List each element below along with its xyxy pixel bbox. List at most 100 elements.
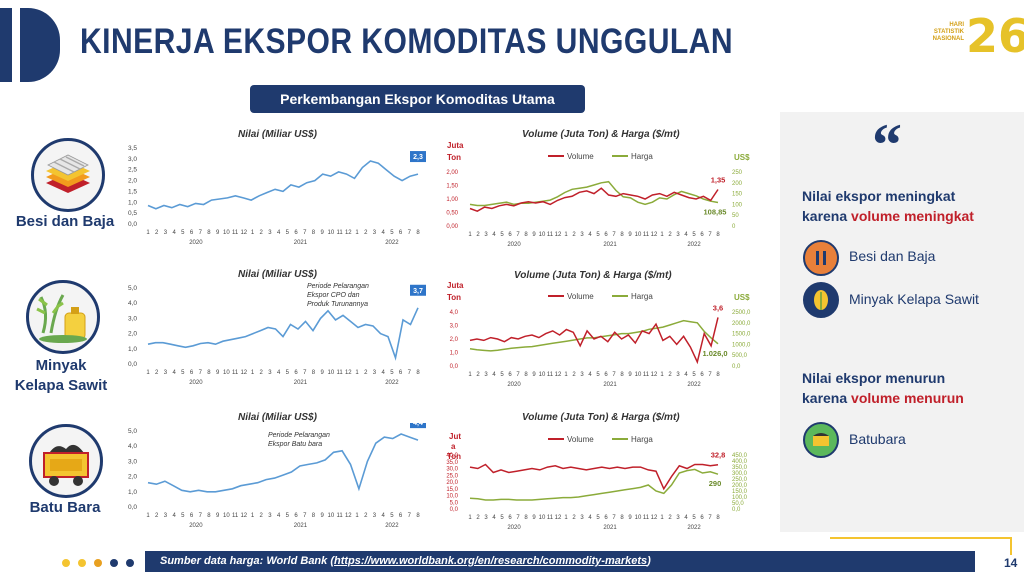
coal-vol-month-tick: 8 xyxy=(620,515,624,521)
coal-vol-month-tick: 1 xyxy=(564,515,568,521)
steel-vol-month-tick: 6 xyxy=(700,232,704,238)
footer-dot-5 xyxy=(126,559,134,567)
coal-value-month-tick: 4 xyxy=(172,513,176,519)
coal-value-month-tick: 8 xyxy=(207,513,211,519)
coal-value-month-tick: 9 xyxy=(321,513,325,519)
coal-vol-month-tick: 9 xyxy=(628,515,632,521)
steel-value-month-tick: 11 xyxy=(336,230,343,236)
steel-value-month-tick: 2 xyxy=(155,230,159,236)
steel-value-month-tick: 8 xyxy=(416,230,420,236)
palm-value-month-tick: 7 xyxy=(408,370,412,376)
palm-value-month-tick: 3 xyxy=(164,370,168,376)
palm-value-month-tick: 11 xyxy=(232,370,239,376)
coal-vol-harga-line xyxy=(469,468,719,501)
steel-vol-ytick-left: 1,50 xyxy=(446,184,458,190)
coal-value-ytick: 0,0 xyxy=(128,504,137,511)
coal-vol-month-tick: 12 xyxy=(555,515,562,521)
palm-vol-month-tick: 12 xyxy=(555,372,562,378)
palm-vol-month-tick: 4 xyxy=(588,372,592,378)
coal-vol-year-label: 2021 xyxy=(603,525,617,531)
palm-value-month-tick: 3 xyxy=(268,370,272,376)
palm-volume-price-chart: Juta Ton US$ Volume Harga 0,0 1,0 2,0 3,0 4,0 0,0 5… xyxy=(440,280,760,395)
palm-vol-month-tick: 6 xyxy=(508,372,512,378)
coal-value-month-tick: 6 xyxy=(399,513,403,519)
decrease-summary-line2: karena volume menurun xyxy=(802,388,1017,408)
palm-vol-legend-harga: Harga xyxy=(631,292,653,301)
steel-vol-left-axis-unit: Juta xyxy=(447,141,464,150)
palm-vol-harga-line xyxy=(469,319,719,352)
coal-value-month-tick: 8 xyxy=(312,513,316,519)
steel-small-icon xyxy=(803,240,839,276)
palm-value-ytick: 0,0 xyxy=(128,361,137,368)
steel-vol-month-tick: 5 xyxy=(500,232,504,238)
steel-value-last-value: 2,3 xyxy=(413,154,423,161)
palm-value-month-tick: 5 xyxy=(390,370,394,376)
palm-vol-month-tick: 4 xyxy=(684,372,688,378)
steel-icon xyxy=(31,138,105,212)
footer-source-link[interactable]: https://www.worldbank.org/en/research/co… xyxy=(334,555,648,567)
palm-value-month-tick: 6 xyxy=(399,370,403,376)
coal-vol-month-tick: 2 xyxy=(572,515,576,521)
steel-value-chart: 0,0 0,5 1,0 1,5 2,0 2,5 3,0 3,5 1 2 3 4 5 6 7 8 9 10 11 12 1… xyxy=(120,140,435,255)
steel-vol-month-tick: 8 xyxy=(716,232,720,238)
steel-vol-legend-volume: Volume xyxy=(567,152,594,161)
steel-vol-month-tick: 12 xyxy=(555,232,562,238)
coal-vol-ytick-left: 0,0 xyxy=(450,507,459,513)
coal-value-month-tick: 5 xyxy=(286,513,290,519)
steel-vol-ytick-left: 0,50 xyxy=(446,211,458,217)
palm-vol-year-label: 2022 xyxy=(687,382,701,388)
steel-value-month-tick: 10 xyxy=(328,230,335,236)
commodity-label-steel: Besi dan Baja xyxy=(15,213,115,230)
palm-value-month-tick: 6 xyxy=(190,370,194,376)
hari-statistik-logo: HARI STATISTIK NASIONAL 26 xyxy=(930,8,1024,68)
palm-vol-month-tick: 5 xyxy=(500,372,504,378)
palm-oil-icon xyxy=(26,280,100,354)
coal-small-icon xyxy=(803,422,839,458)
coal-vol-month-tick: 7 xyxy=(708,515,712,521)
steel-vol-svg: Juta Ton US$ Volume Harga 0,00 0,50 1,00 1,50 2,0… xyxy=(446,141,750,248)
coal-vol-ytick-right: 50,0 xyxy=(732,501,744,507)
coal-value-series-line xyxy=(147,433,419,493)
coal-value-month-tick: 1 xyxy=(146,513,150,519)
palm-vol-month-tick: 8 xyxy=(524,372,528,378)
coal-value-month-tick: 6 xyxy=(294,513,298,519)
coal-value-month-tick: 12 xyxy=(240,513,247,519)
coal-value-month-tick: 1 xyxy=(355,513,359,519)
steel-value-month-tick: 12 xyxy=(240,230,247,236)
coal-value-month-tick: 6 xyxy=(190,513,194,519)
palm-vol-month-tick: 7 xyxy=(516,372,520,378)
steel-vol-month-tick: 1 xyxy=(660,232,664,238)
palm-vol-month-tick: 10 xyxy=(635,372,642,378)
palm-vol-month-tick: 3 xyxy=(676,372,680,378)
coal-vol-month-tick: 1 xyxy=(468,515,472,521)
coal-value-ytick: 2,0 xyxy=(128,474,137,481)
increase-item-palm-oil: Minyak Kelapa Sawit xyxy=(849,291,979,307)
steel-value-month-tick: 3 xyxy=(373,230,377,236)
palm-vol-month-tick: 6 xyxy=(700,372,704,378)
coal-vol-ytick-left: 15,0 xyxy=(446,487,458,493)
steel-vol-right-axis-unit: US$ xyxy=(734,153,750,162)
palm-vol-month-tick: 1 xyxy=(660,372,664,378)
steel-value-ytick: 2,0 xyxy=(128,178,137,185)
steel-vol-ytick-left: 0,00 xyxy=(446,224,458,230)
footer-source: Sumber data harga: World Bank (https://w… xyxy=(160,555,651,567)
steel-vol-ytick-right: 250 xyxy=(732,170,743,176)
palm-vol-month-tick: 2 xyxy=(668,372,672,378)
steel-value-svg: 0,00,51,01,52,02,53,03,51 2 3 4 5 6 7 8 9 10 11 12 1… xyxy=(128,145,426,246)
palm-vol-ytick-right: 500,0 xyxy=(732,353,748,359)
coal-value-month-tick: 4 xyxy=(277,513,281,519)
steel-vol-ytick-right: 50 xyxy=(732,213,739,219)
footer-circuit-line xyxy=(830,537,1012,555)
footer-dot-3 xyxy=(94,559,102,567)
coal-value-chart-title: Nilai (Miliar US$) xyxy=(238,412,317,423)
palm-vol-month-tick: 9 xyxy=(628,372,632,378)
coal-annotation-line1: Periode Pelarangan xyxy=(268,432,330,439)
palm-value-month-tick: 7 xyxy=(303,370,307,376)
footer-source-prefix: Sumber data harga: World Bank ( xyxy=(160,555,334,567)
coal-vol-ytick-left: 25,0 xyxy=(446,473,458,479)
palm-vol-ytick-right: 1000,0 xyxy=(732,342,751,348)
steel-value-month-tick: 7 xyxy=(303,230,307,236)
steel-volume-price-chart: Juta Ton US$ Volume Harga 0,00 0,50 1,00 1,50 2,0… xyxy=(440,140,760,255)
increase-summary-line2: karena volume meningkat xyxy=(802,206,1017,226)
